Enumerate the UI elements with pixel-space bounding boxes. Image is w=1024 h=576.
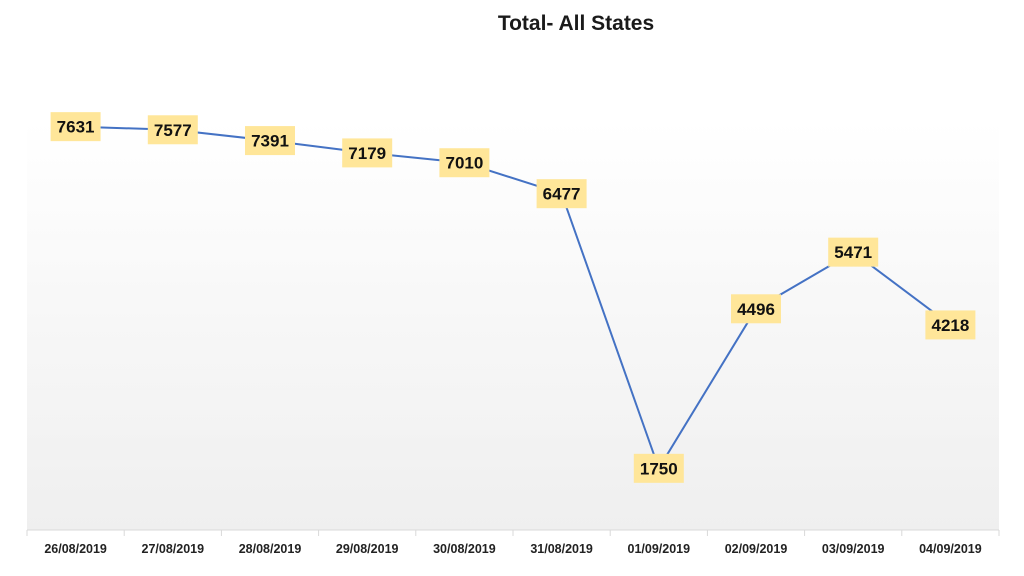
chart-title: Total- All States (497, 12, 655, 35)
data-label-box (50, 112, 101, 142)
data-label: 7577 (147, 115, 198, 145)
series-line (75, 125, 951, 470)
x-tick-label: 31/08/2019 (530, 542, 593, 556)
x-tick-label: 26/08/2019 (44, 542, 107, 556)
data-label: 7631 (50, 112, 101, 142)
x-tick-label: 02/09/2019 (725, 542, 788, 556)
data-label-box (536, 179, 587, 209)
data-label-box (633, 453, 684, 483)
data-label-value: 7010 (445, 154, 483, 173)
x-tick-label: 28/08/2019 (239, 542, 302, 556)
x-tick-label: 27/08/2019 (142, 542, 205, 556)
data-label-value: 4218 (931, 316, 969, 335)
data-label-value: 4496 (737, 300, 775, 319)
data-label: 4218 (925, 310, 976, 340)
data-label: 7391 (245, 126, 295, 156)
data-label-box (925, 310, 976, 340)
data-label-value: 7631 (57, 118, 95, 137)
data-label-box (828, 237, 879, 267)
data-label-box (731, 294, 781, 324)
data-label: 7179 (342, 138, 393, 168)
data-label-box (245, 126, 295, 156)
data-label: 7010 (439, 148, 490, 178)
x-tick-label: 30/08/2019 (433, 542, 496, 556)
data-label-box (342, 138, 393, 168)
plot-area (27, 120, 999, 530)
data-label-value: 7179 (348, 144, 386, 163)
data-label-value: 7391 (251, 132, 289, 151)
x-tick-label: 03/09/2019 (822, 542, 885, 556)
data-label-value: 5471 (834, 243, 872, 262)
x-tick-label: 29/08/2019 (336, 542, 399, 556)
data-label: 4496 (731, 294, 781, 324)
data-label-box (439, 148, 490, 178)
data-label-value: 1750 (640, 459, 678, 478)
data-label: 6477 (536, 179, 587, 209)
data-label: 1750 (633, 453, 684, 483)
data-label-value: 7577 (154, 121, 192, 140)
data-label: 5471 (828, 237, 879, 267)
x-tick-label: 01/09/2019 (628, 542, 691, 556)
data-label-value: 6477 (543, 185, 581, 204)
x-tick-label: 04/09/2019 (919, 542, 982, 556)
data-label-box (147, 115, 198, 145)
